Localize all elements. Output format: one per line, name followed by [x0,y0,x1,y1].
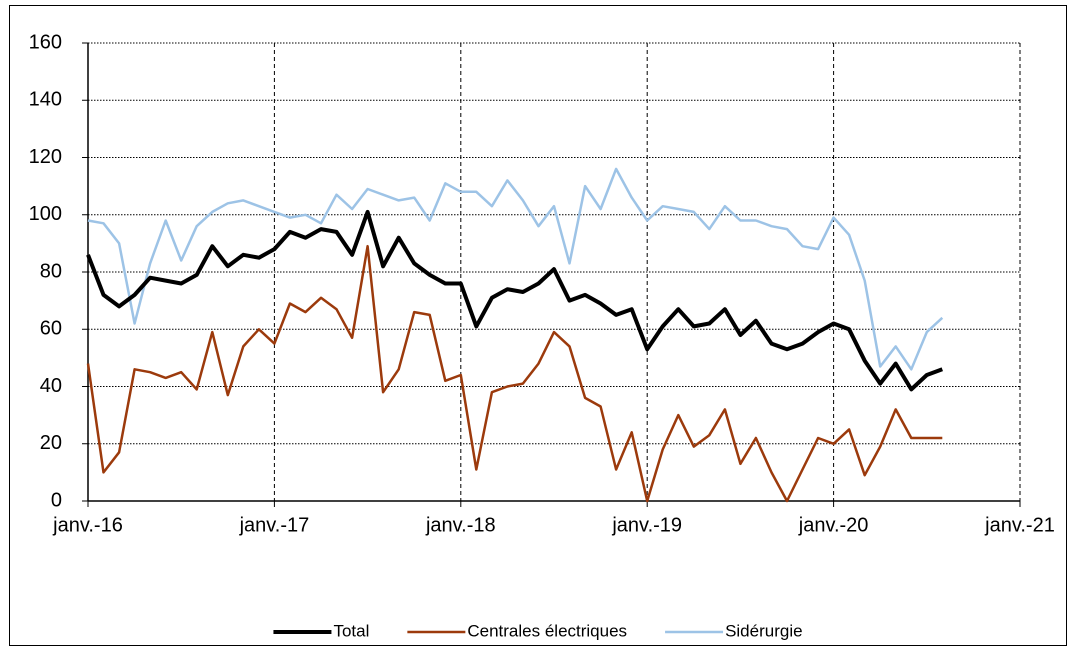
y-tick-label: 0 [51,489,62,511]
legend: Total Centrales électriques Sidérurgie [273,621,803,640]
y-tick-label: 40 [40,375,62,397]
x-tick-label: janv.-18 [425,514,496,536]
y-tick-label: 80 [40,260,62,282]
legend-label: Total [333,621,369,640]
x-tick-label: janv.-19 [611,514,682,536]
y-tick-label: 140 [29,89,62,111]
series-line [86,209,943,392]
x-tick-label: janv.-17 [239,514,310,536]
y-tick-label: 100 [29,203,62,225]
x-tick-label: janv.-21 [984,514,1055,536]
series-line [86,244,943,503]
y-tick-label: 160 [29,31,62,53]
chart-frame [9,5,1067,646]
legend-label: Centrales électriques [467,621,627,640]
y-tick-label: 60 [40,318,62,340]
legend-label: Sidérurgie [725,621,803,640]
series-line [87,167,944,371]
x-tick-label: janv.-16 [52,514,123,536]
x-tick-label: janv.-20 [798,514,869,536]
y-tick-label: 120 [29,146,62,168]
y-tick-label: 20 [40,432,62,454]
